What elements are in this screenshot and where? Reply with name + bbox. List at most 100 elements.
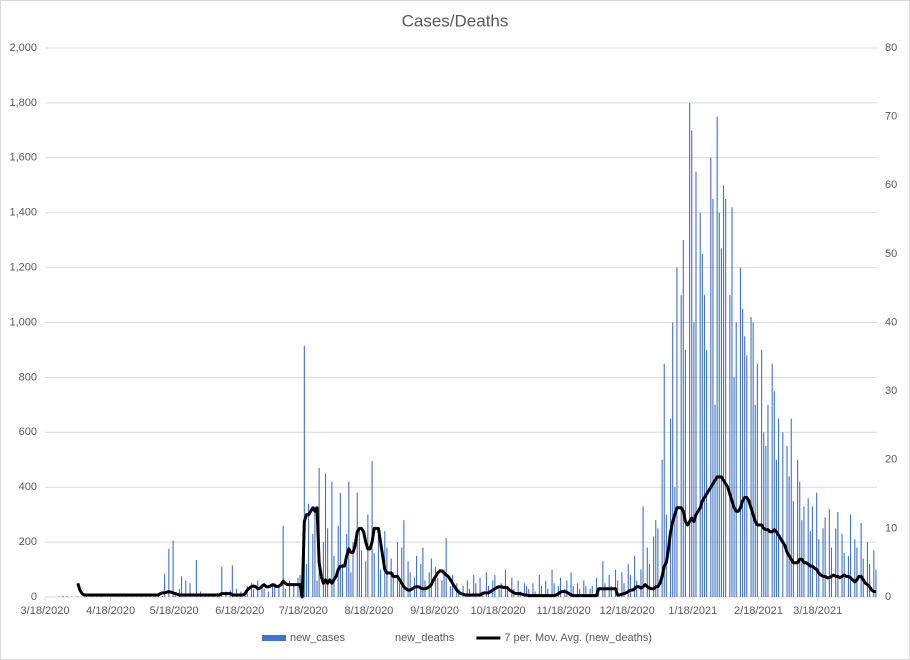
bar (494, 575, 496, 597)
bar (316, 580, 318, 597)
bar (595, 577, 598, 597)
bar (390, 558, 392, 597)
bar (422, 547, 424, 597)
bar (648, 564, 650, 597)
bar (680, 295, 682, 597)
bar (85, 596, 87, 597)
bar (576, 583, 578, 597)
bar (462, 586, 464, 597)
bar (396, 542, 399, 597)
bar (327, 528, 329, 597)
y-tick-label: 1,800 (9, 97, 37, 109)
bar (445, 537, 447, 597)
x-tick-label: 9/18/2020 (410, 605, 459, 617)
bar (331, 481, 333, 597)
bar (547, 588, 549, 597)
bar (523, 583, 526, 597)
y-tick-label: 800 (19, 371, 37, 383)
bar (663, 363, 665, 597)
y2-tick-label: 20 (885, 454, 897, 466)
bar (479, 577, 481, 597)
bar (117, 596, 119, 597)
legend-label: new_cases (290, 632, 346, 644)
bar (589, 588, 591, 597)
bar (172, 540, 174, 597)
bar (875, 569, 877, 597)
bar (816, 492, 818, 597)
bar (763, 432, 765, 597)
bar (153, 596, 155, 597)
bar (272, 586, 274, 597)
bar (657, 528, 659, 597)
bar (140, 596, 142, 597)
bar (409, 572, 411, 597)
x-tick-label: 11/18/2020 (537, 605, 591, 617)
x-tick-label: 4/18/2020 (86, 605, 135, 617)
bar (100, 596, 102, 597)
bar (250, 583, 252, 597)
bar (168, 548, 170, 597)
bar (856, 547, 858, 597)
bar (92, 595, 94, 597)
bar (136, 596, 138, 597)
bar (371, 461, 373, 597)
bar (500, 583, 502, 597)
bar (716, 116, 718, 597)
bar (263, 588, 265, 597)
x-tick-label: 3/18/2020 (21, 605, 70, 617)
bar (722, 185, 725, 597)
bar (288, 580, 291, 597)
bar (807, 498, 809, 597)
bar (634, 555, 636, 597)
bar (695, 171, 697, 597)
bar (602, 561, 604, 597)
bar (682, 240, 684, 597)
bar (761, 349, 763, 597)
bar (570, 572, 572, 597)
bar (818, 539, 820, 597)
legend-swatch (262, 635, 286, 641)
bar (420, 564, 422, 597)
bar (733, 377, 735, 597)
bar (699, 212, 701, 597)
y-tick-label: 1,200 (9, 262, 37, 274)
y-tick-label: 400 (19, 481, 37, 493)
bar (822, 528, 824, 597)
bar (377, 528, 379, 597)
x-tick-label: 8/18/2020 (344, 605, 393, 617)
bar (161, 595, 164, 597)
bar (517, 580, 519, 597)
bar (106, 596, 109, 597)
bar (828, 509, 830, 597)
bar (854, 539, 856, 597)
bar (511, 577, 513, 597)
bar (672, 322, 674, 597)
bar (746, 355, 748, 597)
bar (305, 564, 308, 597)
bar (655, 520, 657, 597)
bar (693, 322, 695, 597)
bar (718, 212, 720, 597)
y2-tick-label: 10 (885, 522, 897, 534)
bar (443, 569, 445, 597)
bar (380, 569, 382, 597)
bar (532, 583, 534, 597)
bar (526, 586, 528, 597)
bar (485, 572, 487, 597)
x-tick-label: 5/18/2020 (150, 605, 199, 617)
bar (621, 572, 623, 597)
bar (252, 588, 255, 597)
bar (195, 559, 197, 597)
bar (261, 586, 263, 597)
bar (348, 481, 350, 597)
bar (267, 591, 269, 597)
bar (691, 130, 693, 597)
bar (337, 525, 339, 597)
bar (322, 542, 324, 597)
bar (62, 595, 64, 597)
bar (77, 596, 79, 597)
